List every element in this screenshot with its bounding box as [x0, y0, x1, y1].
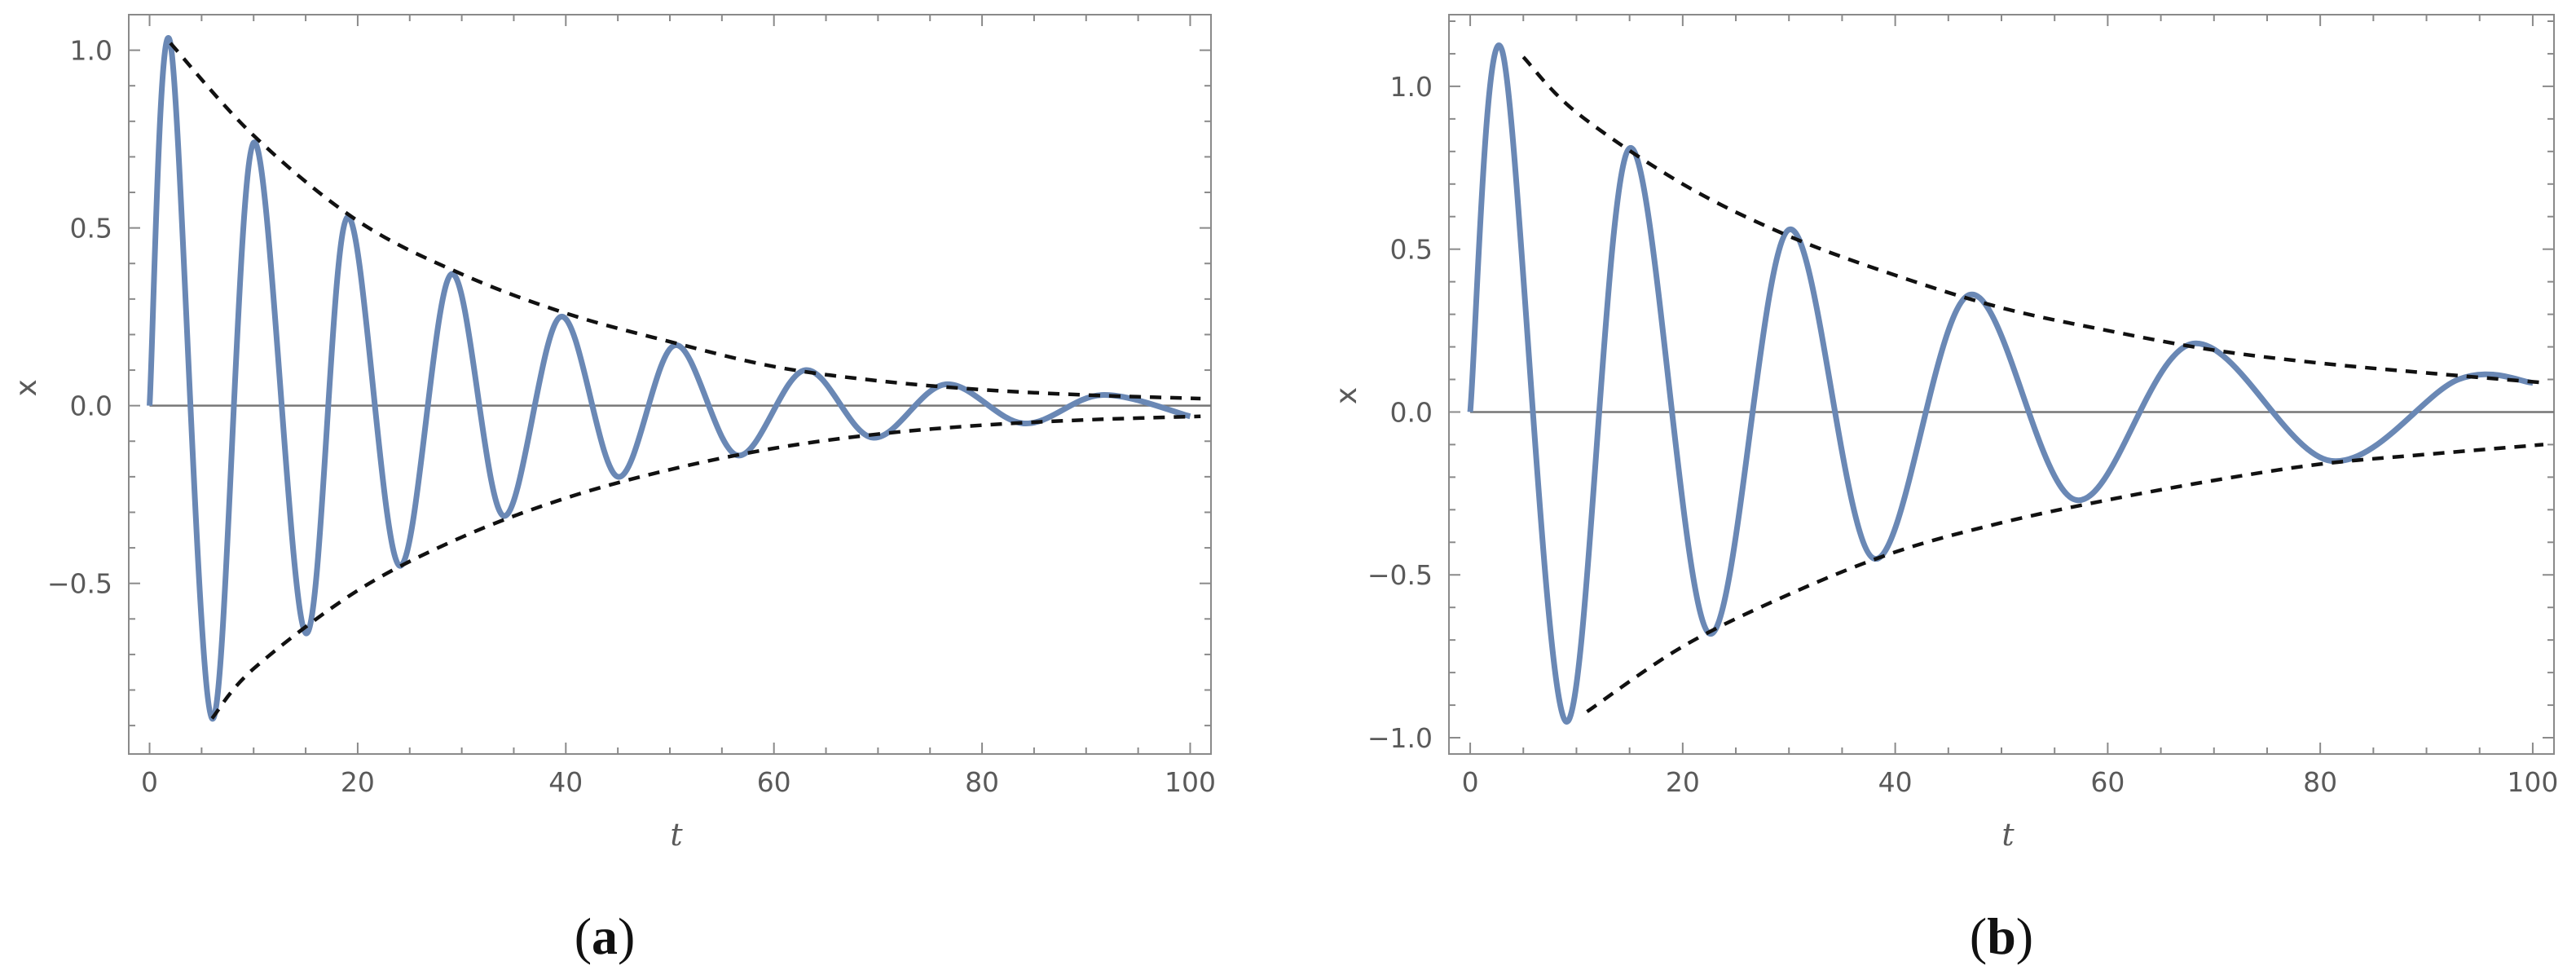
upper-envelope-line: [1521, 55, 2544, 385]
x-tick-label: 80: [2303, 766, 2337, 798]
y-tick-label: −0.5: [1367, 559, 1433, 591]
panel-caption: (a): [575, 907, 636, 965]
x-axis-label: t: [670, 817, 683, 853]
x-tick-label: 40: [548, 766, 583, 798]
x-tick-label: 20: [341, 766, 375, 798]
x-tick-label: 100: [2507, 766, 2558, 798]
oscillation-line: [147, 35, 1191, 721]
x-tick-label: 40: [1878, 766, 1913, 798]
panel-b: 0 20 40 60 80 100 −1.0 −0.5 0.0 0.5 1.0 t x (b): [1330, 14, 2558, 965]
panel-caption: (b): [1970, 907, 2033, 965]
x-tick-label: 80: [965, 766, 999, 798]
panel-a: 0 20 40 60 80 100 −0.5 0.0 0.5 1.0 t x (a): [10, 14, 1216, 965]
y-tick-label: 0.0: [70, 390, 112, 422]
x-tick-label: 60: [757, 766, 791, 798]
y-tick-label: 0.0: [1390, 396, 1433, 428]
lower-envelope-line: [1586, 443, 2544, 713]
x-tick-label: 100: [1165, 766, 1216, 798]
y-tick-label: 1.0: [70, 35, 112, 67]
x-tick-label: 0: [141, 766, 158, 798]
upper-envelope-line: [169, 42, 1201, 401]
plot-frame: [128, 14, 1212, 755]
y-tick-label: 1.0: [1390, 71, 1433, 103]
x-tick-label: 0: [1462, 766, 1479, 798]
oscillation-line: [1467, 42, 2534, 725]
y-axis-label: x: [1330, 387, 1363, 404]
y-axis-label: x: [10, 379, 43, 396]
y-tick-label: 0.5: [70, 213, 112, 245]
x-axis-label: t: [2001, 817, 2015, 853]
y-tick-label: 0.5: [1390, 234, 1433, 266]
y-tick-label: −1.0: [1367, 722, 1433, 754]
lower-envelope-line: [210, 414, 1201, 720]
y-tick-label: −0.5: [47, 568, 112, 600]
x-tick-label: 60: [2090, 766, 2125, 798]
x-tick-label: 20: [1666, 766, 1700, 798]
plot-frame: [1448, 14, 2555, 755]
